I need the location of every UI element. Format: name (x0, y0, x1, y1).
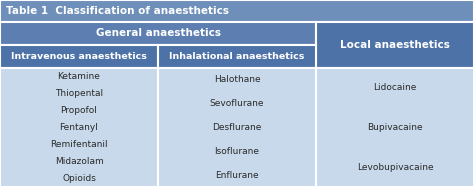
Bar (0, 22, 316, 45)
Text: Inhalational anaesthetics: Inhalational anaesthetics (169, 52, 305, 61)
Bar (158, 45, 316, 68)
Text: Ketamine: Ketamine (57, 72, 100, 81)
Text: Halothane: Halothane (214, 75, 260, 84)
Bar (0, 45, 158, 68)
Bar (316, 68, 474, 187)
Bar (0, 0, 474, 22)
Bar (0, 68, 158, 187)
Text: Intravenous anaesthetics: Intravenous anaesthetics (11, 52, 147, 61)
Bar (316, 22, 474, 68)
Text: Opioids: Opioids (62, 174, 96, 183)
Text: Table 1  Classification of anaesthetics: Table 1 Classification of anaesthetics (6, 6, 228, 16)
Text: Thiopental: Thiopental (55, 89, 103, 98)
Text: Enflurane: Enflurane (215, 171, 259, 180)
Text: Levobupivacaine: Levobupivacaine (357, 163, 433, 172)
Text: Propofol: Propofol (61, 106, 98, 115)
Text: Desflurane: Desflurane (212, 123, 262, 132)
Bar (158, 68, 316, 187)
Text: Fentanyl: Fentanyl (60, 123, 99, 132)
Text: Remifentanil: Remifentanil (50, 140, 108, 149)
Text: Lidocaine: Lidocaine (374, 83, 417, 92)
Text: General anaesthetics: General anaesthetics (95, 28, 220, 39)
Text: Sevoflurane: Sevoflurane (210, 99, 264, 108)
Text: Local anaesthetics: Local anaesthetics (340, 40, 450, 50)
Text: Bupivacaine: Bupivacaine (367, 123, 423, 132)
Text: Midazolam: Midazolam (55, 157, 103, 166)
Text: Isoflurane: Isoflurane (215, 147, 259, 156)
